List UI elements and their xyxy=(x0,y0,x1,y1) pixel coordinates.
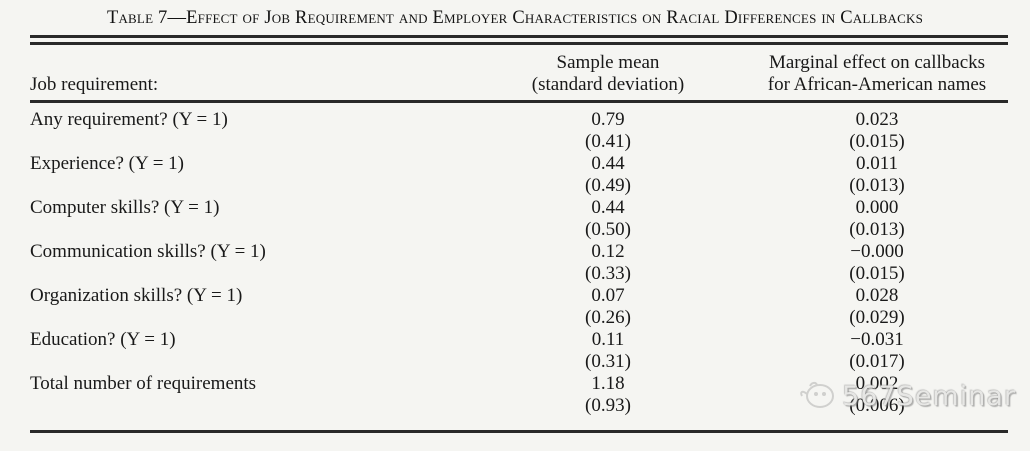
bottom-rule xyxy=(30,429,1008,433)
header-sample-mean: Sample mean (standard deviation) xyxy=(470,52,746,96)
marginal-effect-value: 0.000 xyxy=(855,196,899,218)
row-label: Experience? (Y = 1) xyxy=(30,152,185,174)
table-row: Experience? (Y = 1) 0.44 (0.49) 0.011 (0.0… xyxy=(30,153,1008,197)
header-rule xyxy=(30,100,1008,103)
sample-mean-sd: (0.93) xyxy=(585,394,631,416)
sample-mean-sd: (0.33) xyxy=(585,262,631,284)
header-col3-line2: for African-American names xyxy=(767,74,987,95)
table-area: Job requirement: Sample mean (standard d… xyxy=(30,35,1008,433)
marginal-effect-value: −0.000 xyxy=(850,240,904,262)
marginal-effect-se: (0.015) xyxy=(849,130,905,152)
table-header-row: Job requirement: Sample mean (standard d… xyxy=(30,45,1008,96)
header-col3-line1: Marginal effect on callbacks xyxy=(768,52,986,73)
sample-mean-sd: (0.26) xyxy=(585,306,631,328)
marginal-effect-value: 0.002 xyxy=(855,372,899,394)
header-job-requirement: Job requirement: xyxy=(30,52,470,96)
table-row: Computer skills? (Y = 1) 0.44 (0.50) 0.00… xyxy=(30,197,1008,241)
marginal-effect-se: (0.013) xyxy=(849,218,905,240)
header-marginal-effect: Marginal effect on callbacks for African… xyxy=(746,52,1008,96)
sample-mean-value: 0.44 xyxy=(591,152,625,174)
sample-mean-sd: (0.50) xyxy=(585,218,631,240)
marginal-effect-se: (0.017) xyxy=(849,350,905,372)
header-col2-line2: (standard deviation) xyxy=(531,74,685,95)
header-col2-line1: Sample mean xyxy=(556,52,660,73)
sample-mean-value: 0.07 xyxy=(591,284,625,306)
row-label: Any requirement? (Y = 1) xyxy=(30,108,228,130)
marginal-effect-value: 0.011 xyxy=(855,152,899,174)
sample-mean-sd: (0.31) xyxy=(585,350,631,372)
row-label: Communication skills? (Y = 1) xyxy=(30,240,266,262)
row-label: Computer skills? (Y = 1) xyxy=(30,196,220,218)
marginal-effect-se: (0.029) xyxy=(849,306,905,328)
marginal-effect-value: 0.028 xyxy=(855,284,899,306)
sample-mean-sd: (0.41) xyxy=(585,130,631,152)
table-row: Communication skills? (Y = 1) 0.12 (0.33)… xyxy=(30,241,1008,285)
table-body: Any requirement? (Y = 1) 0.79 (0.41) 0.02… xyxy=(30,103,1008,417)
sample-mean-value: 1.18 xyxy=(591,372,625,394)
header-col1-label: Job requirement: xyxy=(30,74,159,95)
top-double-rule-line2 xyxy=(30,42,1008,45)
table-row: Any requirement? (Y = 1) 0.79 (0.41) 0.02… xyxy=(30,109,1008,153)
table-row: Organization skills? (Y = 1) 0.07 (0.26) … xyxy=(30,285,1008,329)
marginal-effect-se: (0.015) xyxy=(849,262,905,284)
marginal-effect-value: −0.031 xyxy=(850,328,904,350)
sample-mean-value: 0.12 xyxy=(591,240,625,262)
table-row: Total number of requirements 1.18 (0.93) … xyxy=(30,373,1008,417)
sample-mean-sd: (0.49) xyxy=(585,174,631,196)
sample-mean-value: 0.44 xyxy=(591,196,625,218)
sample-mean-value: 0.79 xyxy=(591,108,625,130)
row-label: Education? (Y = 1) xyxy=(30,328,176,350)
table-title: Table 7—Effect of Job Requirement and Em… xyxy=(106,8,924,28)
row-label: Organization skills? (Y = 1) xyxy=(30,284,243,306)
marginal-effect-value: 0.023 xyxy=(855,108,899,130)
table-row: Education? (Y = 1) 0.11 (0.31) −0.031 (0.0… xyxy=(30,329,1008,373)
row-label: Total number of requirements xyxy=(30,372,257,394)
top-double-rule-line1 xyxy=(30,35,1008,38)
sample-mean-value: 0.11 xyxy=(591,328,625,350)
marginal-effect-se: (0.006) xyxy=(849,394,905,416)
marginal-effect-se: (0.013) xyxy=(849,174,905,196)
